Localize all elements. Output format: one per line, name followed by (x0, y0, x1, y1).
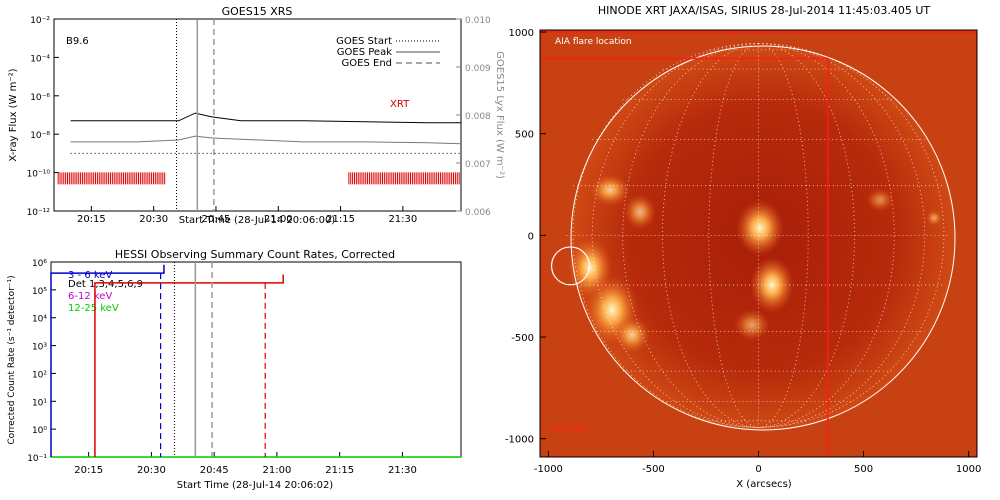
legend-goes-peak-label: GOES Peak (337, 47, 392, 58)
hessi-y-tick-label: 10⁴ (32, 315, 47, 325)
active-region-center-south (750, 257, 794, 313)
hessi-legend-3-6kev: 3 - 6 keV (68, 270, 112, 281)
goes-y-tick-label: 10⁻⁸ (30, 131, 50, 141)
xrt-fov-box (540, 31, 977, 457)
hessi-title: HESSI Observing Summary Count Rates, Cor… (115, 248, 395, 261)
goes-right-tick-label: 0.009 (465, 64, 491, 74)
hessi-y-tick-label: 10³ (32, 343, 47, 353)
xrt-y-tick-label: 0 (528, 231, 534, 242)
goes-right-tick-label: 0.010 (465, 16, 491, 26)
goes-plot-frame (53, 18, 462, 212)
hessi-y-tick-label: 10² (32, 370, 47, 380)
xrt-x-tick-label: -500 (642, 464, 665, 475)
grid-longitude-line (622, 42, 759, 428)
goes-legend: GOES Start GOES Peak GOES End (336, 36, 440, 69)
grid-longitude-line (758, 42, 855, 428)
goes-x-tick-label: 21:00 (264, 214, 293, 225)
grid-longitude-line (758, 42, 945, 428)
aia-flare-location-label: AIA flare location (555, 37, 632, 47)
hessi-x-tick-label: 20:45 (200, 465, 229, 476)
xrt-fov-label: XRT FOV (550, 425, 589, 435)
xrt-x-tick-label: 500 (854, 464, 873, 475)
xrt-fov-box (976, 31, 977, 457)
hessi-y-axis-label: Corrected Count Rate (s⁻¹ detector⁻¹) (7, 275, 17, 444)
hessi-x-tick-label: 20:30 (137, 465, 166, 476)
goes-xrs-panel: GOES15 XRS Start Time (28-Jul-14 20:06:0… (8, 5, 505, 226)
goes-y-tick-label: 10⁻¹⁰ (27, 170, 51, 180)
hessi-panel: HESSI Observing Summary Count Rates, Cor… (7, 248, 462, 491)
goes-class-label: B9.6 (66, 36, 89, 47)
xrt-y-tick-label: -500 (511, 333, 534, 344)
active-region-northeast-2 (624, 194, 656, 230)
goes-y-tick-label: 10⁻² (30, 16, 50, 26)
hessi-x-tick-label: 20:15 (74, 465, 103, 476)
hessi-y-tick-label: 10¹ (32, 398, 47, 408)
hessi-legend-header: Det 1,3,4,5,6,9 (68, 279, 143, 290)
hessi-x-tick-label: 21:30 (388, 465, 417, 476)
active-region-west-limb (926, 210, 942, 226)
goes-x-tick-label: 20:15 (77, 214, 106, 225)
xrt-y-tick-label: 500 (515, 130, 534, 141)
hessi-y-tick-label: 10⁻¹ (27, 454, 47, 464)
hessi-red-series (94, 274, 284, 457)
goes-series-long (70, 112, 461, 124)
xrt-title: HINODE XRT JAXA/ISAS, SIRIUS 28-Jul-2014… (598, 4, 931, 17)
legend-goes-start-label: GOES Start (336, 36, 392, 47)
goes-x-tick-label: 21:15 (326, 214, 355, 225)
goes-y-axis-label: X-ray Flux (W m⁻²) (8, 68, 19, 161)
legend-goes-end-label: GOES End (342, 58, 392, 69)
goes-x-tick-label: 20:45 (202, 214, 231, 225)
hessi-plot-frame (50, 261, 462, 458)
goes-y-tick-label: 10⁻⁶ (30, 93, 50, 103)
hessi-y-tick-label: 10⁰ (32, 426, 47, 436)
xrt-image-panel: HINODE XRT JAXA/ISAS, SIRIUS 28-Jul-2014… (505, 4, 981, 490)
hessi-3-6kev-series (50, 264, 165, 457)
active-region-center (736, 200, 784, 256)
goes-x-tick-label: 20:30 (139, 214, 168, 225)
goes-series-short (70, 135, 462, 145)
xrt-image (540, 30, 977, 457)
goes-right-axis-label: GOES15 Lyx Flux (W m⁻²) (494, 51, 505, 179)
goes-x-tick-label: 21:30 (388, 214, 417, 225)
goes-y-tick-label: 10⁻¹² (27, 208, 51, 218)
xrt-y-tick-label: 1000 (509, 28, 534, 39)
xrt-x-tick-label: 1000 (956, 464, 981, 475)
solar-limb (570, 45, 956, 431)
goes-title: GOES15 XRS (222, 5, 293, 18)
hessi-x-tick-label: 21:15 (325, 465, 354, 476)
hessi-x-axis-label: Start Time (28-Jul-14 20:06:02) (177, 480, 334, 491)
xrt-x-tick-label: 0 (755, 464, 761, 475)
aia-flare-location-circle (550, 246, 590, 286)
active-region-northeast (590, 174, 630, 206)
xrt-x-tick-label: -1000 (534, 464, 563, 475)
xrt-x-axis-label: X (arcsecs) (736, 479, 792, 490)
goes-y-tick-label: 10⁻⁴ (30, 54, 50, 64)
goes-right-tick-label: 0.006 (465, 208, 491, 218)
hessi-legend-6-12kev: 6-12 keV (68, 291, 112, 302)
hessi-legend-12-25kev: 12-25 keV (68, 303, 119, 314)
active-region-south (734, 309, 770, 341)
xrt-y-tick-label: -1000 (505, 435, 534, 446)
grid-longitude-line (572, 42, 759, 428)
grid-longitude-line (662, 42, 759, 428)
hessi-y-tick-label: 10⁵ (32, 287, 47, 297)
goes-x-axis-label: Start Time (28-Jul-14 20:06:00) (179, 215, 336, 226)
goes-xrt-label: XRT (390, 99, 410, 110)
goes-right-tick-label: 0.007 (465, 160, 491, 170)
active-region-west (866, 188, 894, 212)
hessi-y-tick-label: 10⁶ (32, 259, 47, 269)
active-region-southeast-2 (614, 317, 650, 353)
hessi-x-tick-label: 21:00 (263, 465, 292, 476)
goes-right-tick-label: 0.008 (465, 112, 491, 122)
grid-longitude-line (758, 42, 895, 428)
